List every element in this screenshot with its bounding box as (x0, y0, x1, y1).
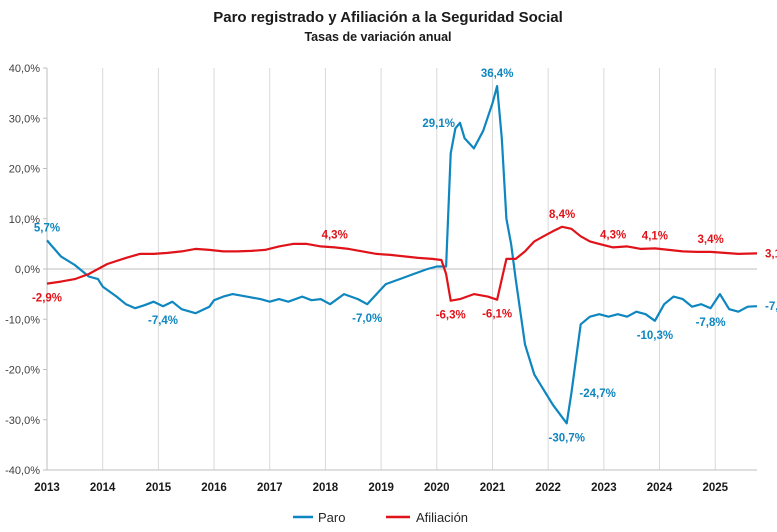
x-tick-label: 2019 (368, 482, 394, 494)
x-tick-label: 2017 (257, 482, 283, 494)
series-line-paro (46, 85, 758, 425)
data-label: 4,3% (600, 229, 626, 241)
series-line-afiliacion (46, 225, 758, 302)
data-label: 29,1% (422, 118, 455, 130)
y-tick-label: -10,0% (5, 314, 40, 326)
series-lines (46, 85, 758, 425)
data-label: 8,4% (549, 209, 575, 221)
data-label: 4,3% (322, 229, 348, 241)
x-tick-label: 2021 (480, 482, 506, 494)
data-label: -6,3% (436, 310, 466, 322)
y-tick-label: -20,0% (5, 365, 40, 377)
data-label: -2,9% (32, 293, 62, 305)
data-label: 4,1% (642, 230, 668, 242)
x-tick-label: 2022 (535, 482, 561, 494)
y-tick-label: 10,0% (9, 214, 40, 226)
data-label: -7,0% (352, 313, 382, 325)
y-tick-label: 20,0% (9, 164, 40, 176)
legend-label-afiliacion: Afiliación (416, 510, 468, 525)
data-label: 5,7% (34, 222, 60, 234)
x-tick-label: 2014 (90, 482, 116, 494)
data-label: -10,3% (637, 330, 673, 342)
legend: Paro Afiliación (293, 510, 468, 525)
x-tick-label: 2013 (34, 482, 60, 494)
x-tick-label: 2018 (313, 482, 339, 494)
x-tick-label: 2015 (146, 482, 172, 494)
x-tick-label: 2025 (702, 482, 728, 494)
y-tick-label: 30,0% (9, 113, 40, 125)
legend-label-paro: Paro (318, 510, 345, 525)
chart-subtitle: Tasas de variación anual (304, 30, 451, 44)
data-labels: 5,7% -7,4% -7,0% 29,1% 36,4% -24,7% -30,7% -10,… (32, 68, 777, 444)
data-label: -6,1% (482, 309, 512, 321)
y-tick-label: -30,0% (5, 415, 40, 427)
data-label: -30,7% (549, 432, 585, 444)
x-tick-label: 2023 (591, 482, 617, 494)
data-label: 3,1% (765, 248, 777, 260)
x-tick-label: 2020 (424, 482, 450, 494)
y-tick-label: 0,0% (15, 264, 40, 276)
y-tick-label: 40,0% (9, 63, 40, 75)
data-label: -7,4% (765, 301, 777, 313)
data-label: -7,4% (148, 315, 178, 327)
chart-title: Paro registrado y Afiliación a la Seguri… (213, 9, 563, 26)
y-tick-label: -40,0% (5, 465, 40, 477)
data-label: 3,4% (697, 234, 723, 246)
data-label: 36,4% (481, 68, 514, 80)
axes: 2013 2014 2015 2016 2017 2018 2019 2020 2021 2022… (5, 63, 757, 494)
data-label: -7,8% (696, 317, 726, 329)
x-tick-label: 2024 (647, 482, 673, 494)
data-label: -24,7% (579, 388, 615, 400)
x-tick-label: 2016 (201, 482, 227, 494)
